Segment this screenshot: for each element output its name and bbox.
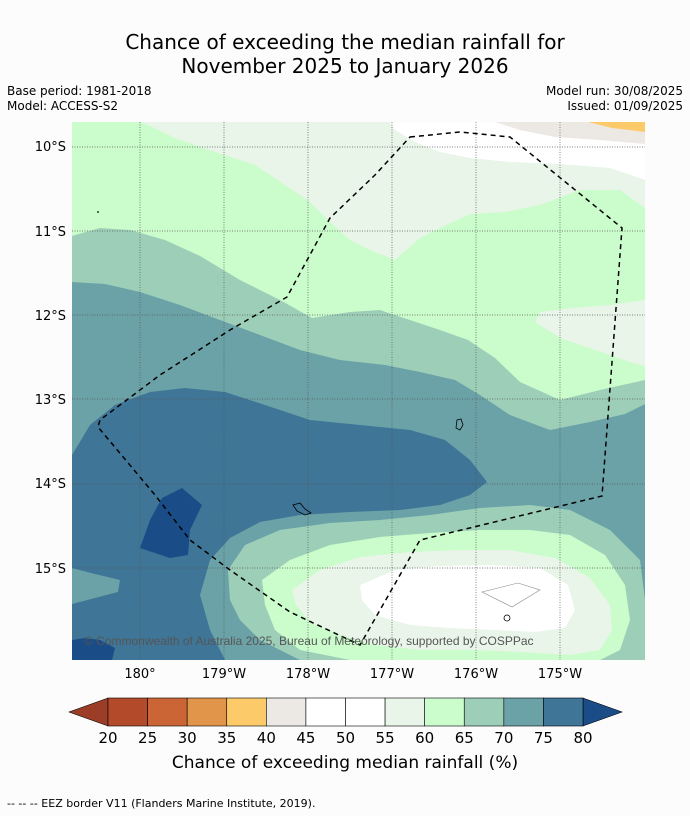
colorbar-segment bbox=[384, 697, 425, 727]
colorbar-segment bbox=[503, 697, 544, 727]
island-east bbox=[455, 418, 464, 431]
contour-above-80-corner bbox=[72, 638, 115, 660]
colorbar-segment bbox=[463, 697, 505, 727]
colorbar-tick-label: 65 bbox=[455, 729, 474, 747]
colorbar-tick-label: 50 bbox=[336, 729, 355, 747]
lon-labels: 180° 179°W 178°W 177°W 176°W 175°W bbox=[124, 667, 582, 682]
lat-label: 14°S bbox=[35, 477, 66, 492]
colorbar-ticks: 20 25 30 35 40 45 50 55 60 65 70 75 80 bbox=[98, 729, 592, 747]
contour-70-75-left bbox=[72, 568, 120, 604]
contour-40-45 bbox=[495, 122, 645, 144]
colorbar-tick-label: 35 bbox=[217, 729, 236, 747]
map-plot-area: © Commonwealth of Australia 2025, Bureau… bbox=[72, 122, 645, 660]
lat-labels: 10°S 11°S 12°S 13°S 14°S 15°S bbox=[35, 140, 66, 577]
colorbar-label: Chance of exceeding median rainfall (%) bbox=[171, 753, 519, 773]
chart-title: Chance of exceeding the median rainfall … bbox=[0, 30, 690, 78]
meta-left: Base period: 1981-2018 Model: ACCESS-S2 bbox=[7, 84, 152, 114]
lon-label: 178°W bbox=[286, 667, 330, 682]
title-line-2: November 2025 to January 2026 bbox=[181, 54, 509, 78]
colorbar-tick-label: 75 bbox=[534, 729, 553, 747]
colorbar bbox=[68, 697, 623, 727]
lon-label: 177°W bbox=[370, 667, 414, 682]
inner-contour bbox=[481, 582, 541, 608]
contour-75-80 bbox=[72, 388, 487, 660]
island-central bbox=[292, 502, 312, 516]
contour-45-55-bottom bbox=[360, 565, 575, 632]
footnote: -- -- -- EEZ border V11 (Flanders Marine… bbox=[7, 797, 316, 810]
issued-date: Issued: 01/09/2025 bbox=[567, 99, 683, 113]
colorbar-segment bbox=[543, 697, 584, 727]
lat-label: 13°S bbox=[35, 393, 66, 408]
model-name: Model: ACCESS-S2 bbox=[7, 99, 119, 113]
colorbar-segment bbox=[226, 697, 267, 727]
colorbar-tick-label: 70 bbox=[494, 729, 513, 747]
base-period: Base period: 1981-2018 bbox=[7, 84, 152, 98]
lon-label: 175°W bbox=[538, 667, 582, 682]
colorbar-segment bbox=[266, 697, 307, 727]
colorbar-segment bbox=[147, 697, 188, 727]
colorbar-tick-label: 25 bbox=[138, 729, 157, 747]
colorbar-tick-label: 20 bbox=[98, 729, 117, 747]
colorbar-segment bbox=[424, 697, 465, 727]
contour-35-40 bbox=[588, 122, 645, 132]
title-line-1: Chance of exceeding the median rainfall … bbox=[125, 30, 565, 54]
lat-label: 11°S bbox=[35, 225, 66, 240]
colorbar-tick-label: 80 bbox=[573, 729, 592, 747]
colorbar-low-arrow bbox=[68, 697, 109, 727]
lon-label: 180° bbox=[124, 667, 155, 682]
colorbar-high-arrow bbox=[582, 697, 623, 727]
colorbar-tick-label: 55 bbox=[376, 729, 395, 747]
lat-label: 12°S bbox=[35, 309, 66, 324]
lon-label: 179°W bbox=[202, 667, 246, 682]
colorbar-tick-label: 40 bbox=[257, 729, 276, 747]
lat-label: 15°S bbox=[35, 562, 66, 577]
colorbar-segment bbox=[345, 697, 386, 727]
colorbar-segment bbox=[107, 697, 148, 727]
island-south bbox=[503, 614, 511, 622]
contour-above-80 bbox=[140, 488, 202, 558]
colorbar-segment bbox=[305, 697, 346, 727]
model-run: Model run: 30/08/2025 bbox=[545, 84, 683, 98]
eez-border bbox=[97, 131, 623, 646]
contour-55-60-right bbox=[535, 300, 645, 366]
colorbar-tick-label: 60 bbox=[415, 729, 434, 747]
copyright-text: © Commonwealth of Australia 2025, Bureau… bbox=[84, 634, 534, 648]
island-northwest bbox=[97, 211, 99, 213]
colorbar-segment bbox=[186, 697, 228, 727]
colorbar-tick-label: 30 bbox=[178, 729, 197, 747]
colorbar-tick-label: 45 bbox=[296, 729, 315, 747]
meta-right: Model run: 30/08/2025 Issued: 01/09/2025 bbox=[546, 84, 683, 114]
gridlines bbox=[72, 122, 645, 660]
lat-label: 10°S bbox=[35, 140, 66, 155]
lon-label: 176°W bbox=[454, 667, 498, 682]
